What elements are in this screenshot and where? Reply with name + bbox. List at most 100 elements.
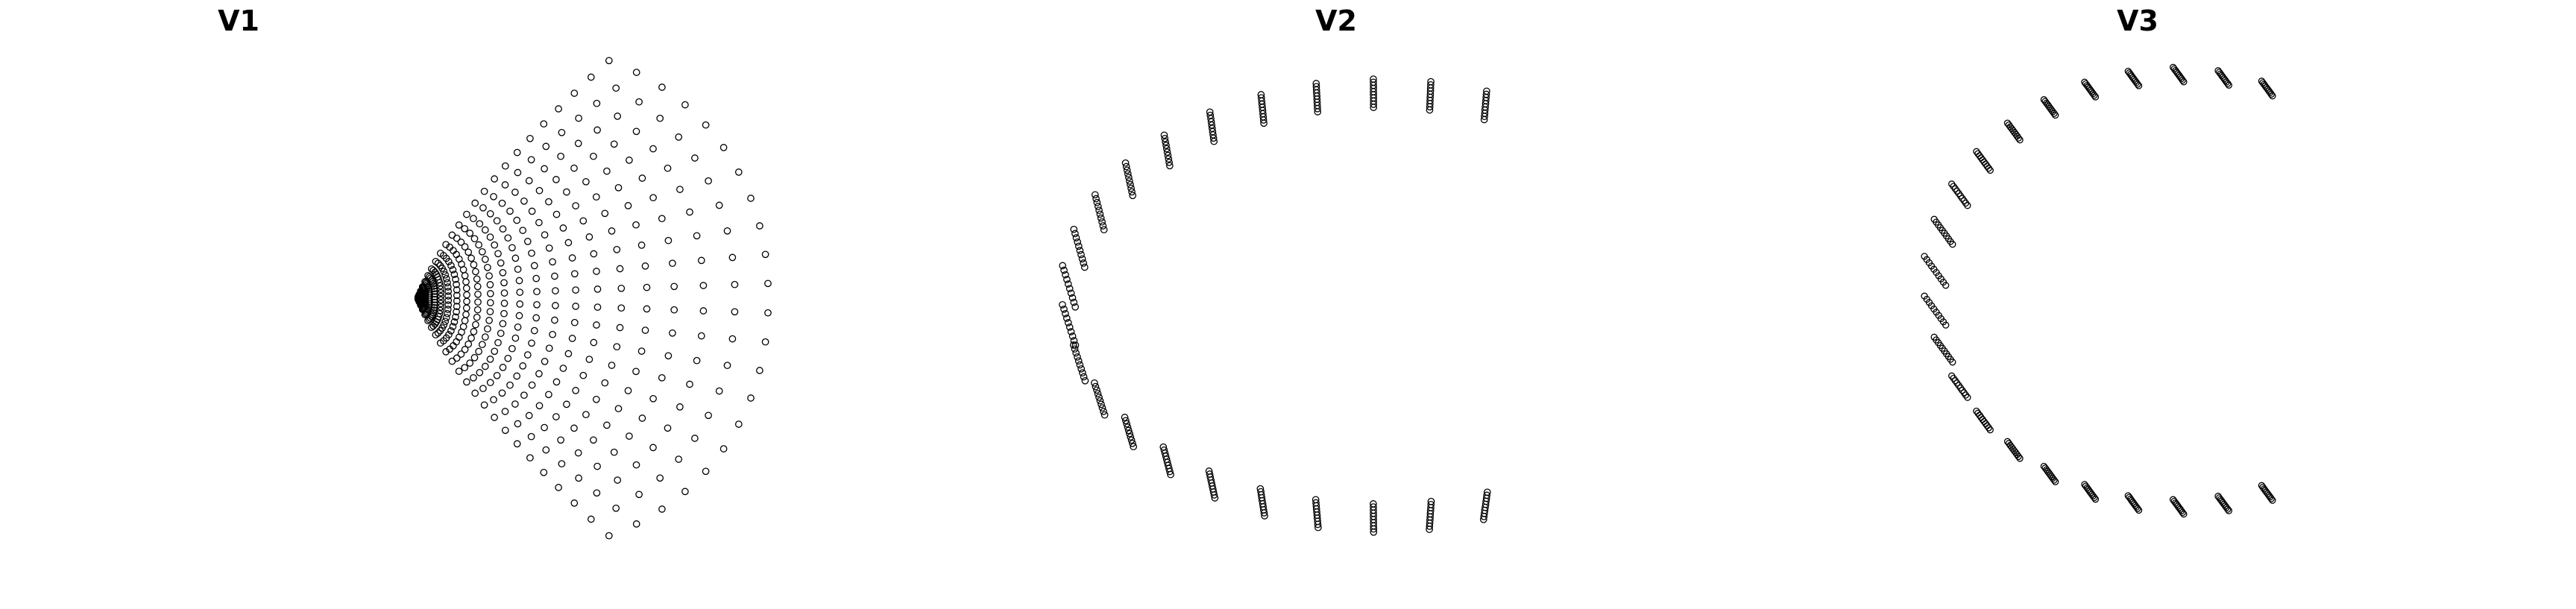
scatter-point-v1: [475, 241, 482, 249]
scatter-point-v3: [2180, 511, 2188, 518]
scatter-point-v1: [493, 217, 501, 225]
scatter-point-v1: [579, 371, 588, 379]
scatter-point-v1: [508, 244, 516, 252]
scatter-point-v1: [449, 323, 457, 330]
scatter-point-v1: [545, 198, 552, 206]
scatter-point-v2: [1067, 328, 1075, 335]
scatter-point-v1: [528, 207, 536, 215]
scatter-point-v1: [497, 329, 505, 338]
scatter-point-v1: [493, 371, 501, 379]
scatter-point-v2: [1426, 523, 1434, 530]
scatter-point-v1: [728, 335, 737, 343]
scatter-point-v1: [632, 520, 640, 528]
scatter-point-v1: [676, 403, 684, 411]
scatter-point-v1: [697, 256, 705, 265]
scatter-point-v2: [1122, 162, 1130, 171]
scatter-point-v1: [608, 362, 616, 369]
scatter-point-v1: [465, 248, 473, 256]
scatter-point-v1: [434, 329, 442, 337]
scatter-point-v1: [637, 347, 646, 355]
scatter-point-v1: [498, 199, 506, 207]
scatter-point-v1: [528, 249, 535, 257]
scatter-point-v1: [453, 280, 460, 288]
scatter-point-v1: [570, 424, 578, 432]
scatter-point-v3: [1986, 166, 1994, 174]
scatter-point-v3: [2091, 92, 2098, 99]
scatter-point-v1: [532, 274, 541, 283]
scatter-point-v3: [2016, 455, 2024, 462]
scatter-point-v1: [564, 239, 573, 247]
scatter-point-v1: [440, 268, 448, 275]
scatter-point-v1: [693, 356, 701, 365]
scatter-point-v1: [461, 317, 469, 325]
scatter-point-v2: [1095, 394, 1103, 401]
scatter-point-v2: [1165, 158, 1173, 166]
scatter-point-v1: [494, 338, 502, 347]
scatter-point-v1: [632, 461, 640, 469]
scatter-point-v1: [455, 333, 463, 341]
scatter-point-v2: [1211, 494, 1219, 502]
scatter-point-v1: [504, 234, 512, 242]
scatter-point-v1: [585, 356, 593, 363]
scatter-point-v2: [1060, 305, 1068, 313]
scatter-point-v1: [612, 504, 620, 512]
scatter-point-v1: [545, 244, 553, 252]
scatter-point-v2: [1093, 386, 1100, 394]
scatter-point-v2: [1094, 390, 1102, 397]
scatter-point-v1: [658, 83, 666, 91]
scatter-point-v1: [603, 167, 611, 175]
scatter-point-v1: [473, 306, 482, 314]
scatter-point-v1: [545, 391, 552, 399]
scatter-point-v1: [756, 367, 763, 374]
scatter-point-v1: [471, 389, 479, 397]
scatter-point-v1: [519, 362, 527, 370]
scatter-point-v1: [697, 332, 705, 340]
scatter-point-v1: [462, 311, 470, 318]
scatter-point-v3: [1942, 282, 1950, 289]
scatter-point-v1: [491, 175, 498, 183]
scatter-point-v3: [2269, 92, 2276, 100]
scatter-point-v2: [1098, 400, 1105, 408]
scatter-point-v2: [1062, 315, 1071, 322]
scatter-point-v1: [480, 187, 488, 195]
scatter-point-v2: [1074, 242, 1083, 250]
scatter-point-v1: [613, 343, 621, 351]
scatter-point-v1: [632, 367, 640, 376]
scatter-point-v1: [582, 177, 590, 186]
scatter-point-v2: [1059, 262, 1067, 270]
scatter-point-v1: [516, 288, 524, 296]
scatter-point-v1: [570, 318, 579, 326]
scatter-point-v1: [442, 275, 450, 283]
scatter-point-v2: [1098, 404, 1106, 412]
scatter-point-v1: [747, 394, 755, 402]
scatter-point-v1: [481, 226, 489, 234]
scatter-point-v2: [1100, 226, 1108, 234]
scatter-point-v1: [593, 303, 602, 311]
scatter-point-v1: [473, 313, 481, 321]
scatter-point-v1: [637, 242, 646, 249]
scatter-point-v1: [723, 362, 731, 370]
scatter-point-v2: [1127, 180, 1134, 189]
scatter-point-v2: [1094, 203, 1102, 210]
scatter-point-v1: [555, 484, 562, 491]
scatter-point-v1: [436, 326, 444, 335]
scatter-point-v1: [461, 243, 469, 250]
scatter-point-v1: [626, 157, 633, 164]
scatter-point-v2: [1127, 184, 1135, 192]
scatter-point-v1: [635, 98, 643, 106]
scatter-point-v1: [658, 373, 666, 382]
scatter-point-v2: [1259, 116, 1267, 124]
scatter-point-v1: [699, 307, 708, 315]
scatter-point-v3: [2016, 136, 2024, 144]
scatter-point-v2: [1162, 142, 1170, 149]
scatter-point-v1: [425, 315, 433, 324]
scatter-point-v2: [1071, 303, 1080, 311]
scatter-point-v1: [453, 286, 461, 294]
scatter-point-v1: [558, 128, 566, 136]
scatter-point-v2: [1091, 379, 1098, 387]
scatter-point-v2: [1098, 218, 1106, 226]
scatter-point-v1: [593, 489, 601, 497]
scatter-point-v1: [450, 271, 459, 278]
scatter-point-v2: [1129, 439, 1136, 447]
scatter-point-v1: [426, 314, 435, 322]
